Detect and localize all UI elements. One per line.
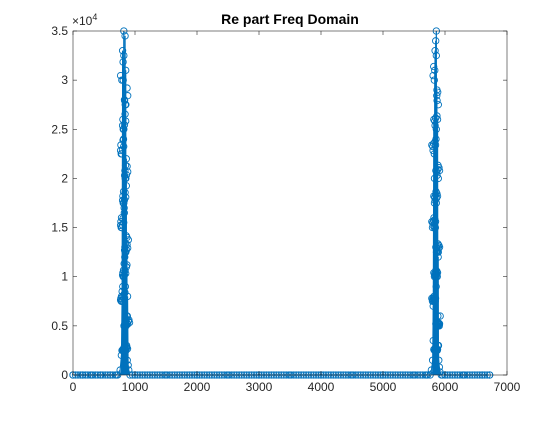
data-point	[431, 47, 439, 55]
data-point-marker	[124, 244, 132, 252]
x-tick-label: 5000	[370, 380, 397, 394]
data-point-marker	[435, 319, 443, 327]
data-point-marker	[119, 58, 127, 66]
data-point	[435, 363, 444, 371]
data-point-marker	[435, 164, 443, 172]
axes-box	[72, 30, 508, 376]
y-tick-label: 0	[61, 368, 68, 382]
data-point-marker	[433, 192, 442, 200]
x-tick-label: 4000	[308, 380, 335, 394]
data-point-marker	[120, 125, 128, 133]
data-point-marker	[121, 288, 129, 297]
data-point-marker	[123, 261, 131, 269]
data-point-marker	[430, 76, 438, 84]
data-point	[433, 115, 442, 124]
data-point-marker	[120, 209, 128, 217]
y-exponent-label: ×104	[72, 12, 97, 28]
data-point-marker	[435, 243, 444, 251]
data-point-marker	[433, 269, 442, 277]
y-tick-label: 2	[61, 171, 68, 185]
data-point-marker	[124, 92, 132, 100]
y-exponent-power: 4	[92, 12, 97, 22]
data-point-marker	[123, 345, 132, 353]
data-point-marker	[125, 318, 134, 327]
data-point	[433, 86, 441, 94]
data-point-marker	[122, 182, 130, 190]
data-point	[434, 341, 443, 350]
data-point-marker	[123, 162, 131, 170]
data-point	[122, 155, 130, 163]
x-tick-label: 6000	[432, 380, 459, 394]
data-point-marker	[431, 138, 439, 146]
data-point-marker	[120, 142, 128, 151]
data-point-marker	[435, 166, 444, 175]
x-tick-label: 0	[70, 380, 77, 394]
x-tick-label: 2000	[184, 380, 211, 394]
x-tick-label: 1000	[122, 380, 149, 394]
data-point	[121, 32, 129, 40]
data-point	[432, 37, 440, 45]
data-point-marker	[434, 101, 442, 109]
data-point-marker	[431, 121, 439, 130]
data-point	[124, 361, 132, 369]
x-tick-label: 7000	[494, 380, 521, 394]
data-point-marker	[436, 312, 444, 320]
data-point-marker	[123, 84, 131, 92]
data-point-marker	[121, 110, 129, 118]
data-point	[123, 233, 131, 242]
data-point-marker	[432, 282, 440, 291]
y-exponent-base: ×10	[72, 14, 93, 28]
data-point-marker	[122, 117, 130, 125]
data-point	[123, 292, 132, 301]
axes	[72, 30, 508, 376]
data-point-marker	[432, 51, 440, 60]
data-point-marker	[431, 218, 440, 226]
data-point-marker	[433, 112, 441, 120]
y-tick-label: 2.5	[51, 122, 68, 136]
x-axis-ticks: 0 1000 2000 3000 4000 5000 6000 7000	[70, 31, 521, 394]
x-tick-label: 3000	[246, 380, 273, 394]
data-point-marker	[431, 141, 440, 149]
data-point-marker	[431, 294, 440, 302]
data-point	[434, 253, 442, 261]
data-point	[125, 366, 133, 374]
data-point-marker	[124, 317, 132, 325]
y-tick-label: 1.5	[51, 221, 68, 235]
data-point-marker	[434, 174, 442, 183]
data-point-marker	[120, 219, 128, 227]
data-point-marker	[432, 114, 440, 122]
data-point-marker	[125, 316, 133, 324]
data-point-marker	[122, 193, 130, 201]
y-tick-label: 3.5	[51, 24, 68, 38]
data-point-marker	[435, 320, 444, 328]
data-point	[122, 66, 130, 74]
data-point-marker	[120, 121, 129, 129]
data-point-marker	[434, 244, 443, 253]
data-point-marker	[432, 125, 440, 133]
data-point-marker	[124, 168, 132, 176]
data-point	[118, 47, 127, 55]
y-tick-label: 3	[61, 73, 68, 87]
y-tick-label: 0.5	[51, 319, 68, 333]
chart-title: Re part Freq Domain	[221, 11, 359, 27]
data-point	[435, 356, 443, 364]
y-axis-ticks: 0 0.5 1 1.5 2 2.5 3 3.5	[51, 24, 507, 382]
y-tick-label: 1	[61, 270, 68, 284]
data-point-marker	[430, 62, 438, 71]
